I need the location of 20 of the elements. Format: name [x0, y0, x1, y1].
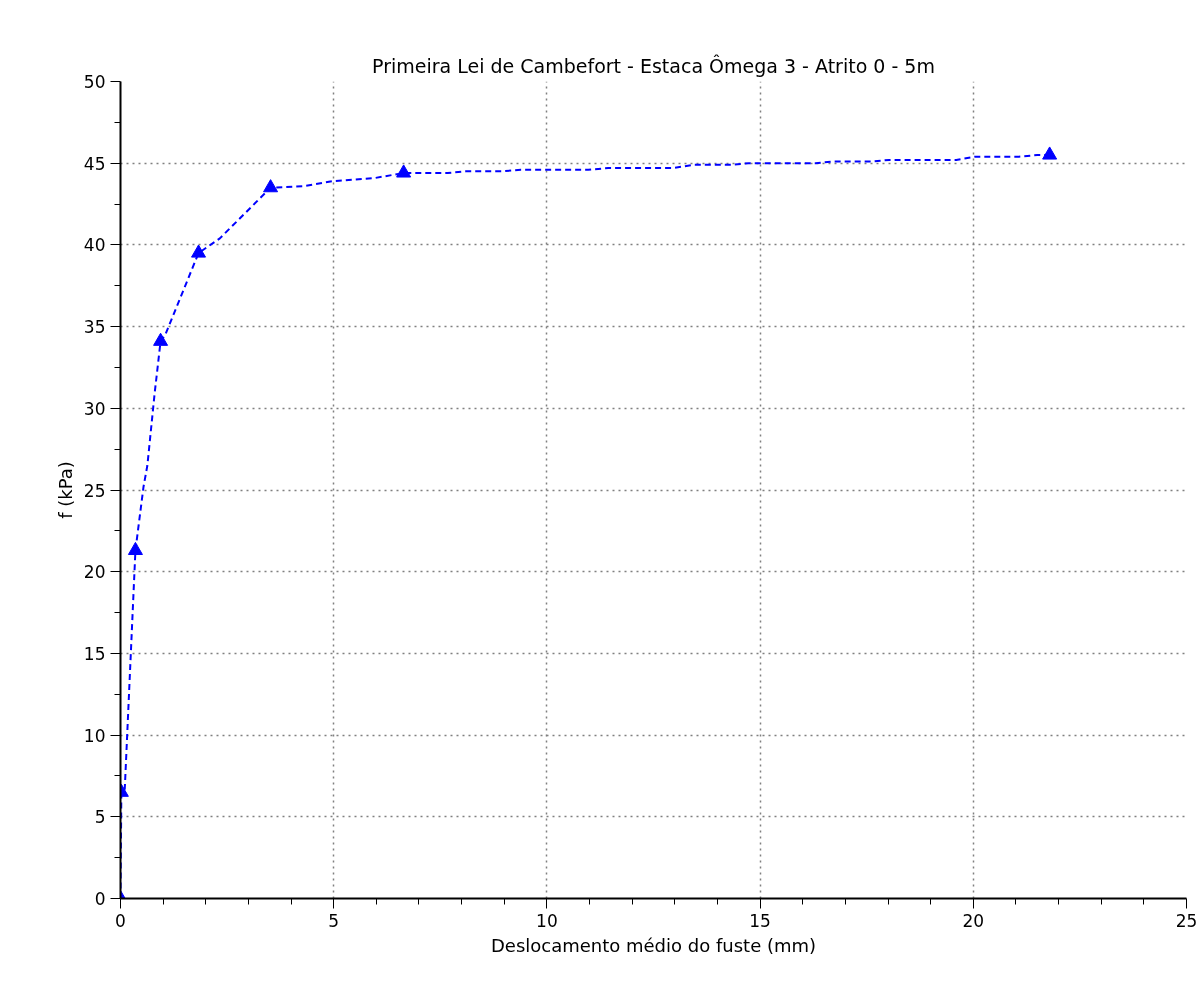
y-tick-label: 20 — [83, 562, 106, 583]
y-tick-label: 25 — [83, 480, 106, 501]
x-tick-label: 15 — [749, 910, 771, 931]
chart-title: Primeira Lei de Cambefort - Estaca Ômega 3 - Atrito 0 - 5m — [372, 53, 935, 77]
x-tick-label: 10 — [536, 910, 558, 931]
y-tick-label: 50 — [83, 72, 106, 92]
y-axis-title: f (kPa) — [54, 461, 76, 519]
y-tick-label: 30 — [83, 398, 106, 419]
y-tick-label: 15 — [83, 643, 106, 664]
x-tick-label: 20 — [962, 910, 985, 931]
y-tick-label: 5 — [94, 807, 106, 828]
x-axis-title: Deslocamento médio do fuste (mm) — [490, 934, 817, 956]
y-tick-label: 10 — [83, 725, 106, 746]
y-tick-label: 40 — [83, 235, 106, 256]
x-tick-label: 5 — [328, 910, 340, 931]
x-tick-label: 25 — [1175, 910, 1198, 931]
y-tick-label: 35 — [83, 317, 106, 338]
x-tick-label: 0 — [115, 910, 126, 931]
y-tick-label: 0 — [94, 889, 106, 909]
y-tick-label: 45 — [83, 153, 106, 174]
